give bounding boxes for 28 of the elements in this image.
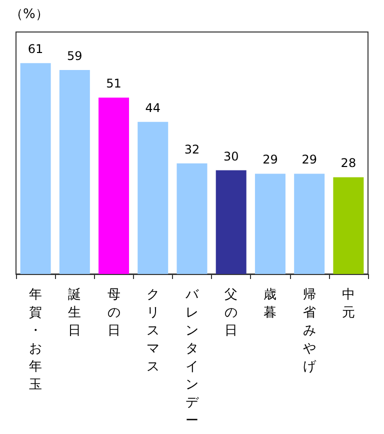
bar: [333, 177, 364, 274]
data-label: 29: [302, 152, 317, 167]
bar: [294, 174, 325, 274]
x-tick-label: 誕生日: [68, 288, 82, 338]
x-tick-label: 歳暮: [264, 288, 277, 320]
bar: [176, 163, 208, 274]
data-label: 44: [145, 100, 161, 115]
x-tick-label: バレンタインデー: [184, 288, 200, 428]
x-tick-label: クリスマス: [146, 288, 160, 374]
data-label: 28: [340, 156, 356, 170]
data-label: 51: [106, 76, 122, 91]
x-tick-label: 父の日: [224, 288, 238, 338]
bar: [254, 174, 286, 274]
x-tick-label: 帰省みやげ: [302, 288, 317, 374]
bar: [98, 98, 130, 274]
bar: [20, 63, 51, 274]
x-tick-label: 母の日: [107, 288, 120, 338]
x-tick-label: 年賀・お年玉: [29, 288, 42, 392]
bar: [138, 122, 168, 274]
data-label: 29: [262, 152, 278, 167]
data-label: 32: [184, 142, 200, 156]
bar: [216, 170, 246, 274]
x-tick-label: 中元: [342, 288, 355, 320]
data-label: 59: [67, 49, 82, 64]
data-label: 30: [223, 149, 239, 164]
y-axis-title: （%）: [10, 7, 48, 22]
bar: [59, 70, 90, 274]
data-label: 61: [28, 42, 44, 56]
